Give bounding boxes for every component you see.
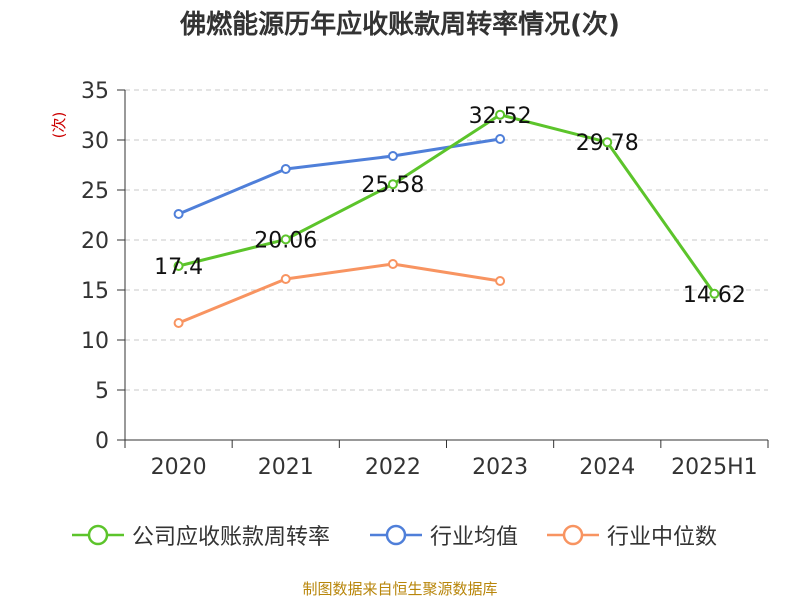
data-label: 25.58 — [361, 173, 424, 198]
data-point — [387, 179, 398, 190]
x-tick-label: 2021 — [258, 455, 314, 480]
legend-label: 公司应收账款周转率 — [132, 525, 331, 550]
y-tick-label: 35 — [81, 79, 109, 104]
y-tick-label: 0 — [95, 429, 109, 454]
legend-line-marker-icon — [370, 524, 422, 546]
x-tick-label: 2022 — [365, 455, 421, 480]
y-tick-label: 30 — [81, 129, 109, 154]
data-point — [173, 209, 184, 219]
x-tick-label: 2024 — [579, 455, 635, 480]
data-point — [173, 261, 184, 271]
data-label: 32.52 — [469, 104, 532, 129]
data-label: 17.4 — [154, 255, 203, 280]
data-point — [387, 151, 398, 161]
y-tick-label: 10 — [81, 329, 109, 354]
y-axis-unit-label: (次) — [50, 112, 68, 139]
y-tick-label: 20 — [81, 229, 109, 254]
data-point — [280, 164, 291, 174]
series-line — [178, 113, 716, 295]
data-point — [495, 134, 506, 144]
chart-title: 佛燃能源历年应收账款周转率情况(次) — [180, 10, 620, 40]
x-tick-label: 2025H1 — [671, 455, 758, 480]
series-line — [178, 137, 501, 216]
data-label: 29.78 — [576, 131, 639, 156]
legend-label: 行业均值 — [430, 525, 519, 550]
x-tick-label: 2023 — [472, 455, 528, 480]
series-line — [178, 262, 501, 325]
data-point — [495, 276, 506, 286]
data-label: 20.06 — [254, 228, 317, 253]
data-point — [709, 288, 720, 299]
data-point — [280, 234, 291, 245]
data-point — [387, 259, 398, 269]
y-tick-label: 5 — [95, 379, 109, 404]
legend-item-industry-mean[interactable]: 行业均值 — [370, 520, 518, 550]
legend-item-company-turnover[interactable]: 公司应收账款周转率 — [72, 520, 330, 550]
grid-layer — [125, 89, 768, 391]
legend-line-marker-icon — [72, 524, 124, 546]
series-layer — [173, 109, 720, 328]
data-point — [495, 109, 506, 120]
legend-label: 行业中位数 — [607, 525, 718, 550]
legend-item-industry-median[interactable]: 行业中位数 — [547, 520, 717, 550]
data-source-note: 制图数据来自恒生聚源数据库 — [302, 580, 498, 598]
axis-layer: 0 5 10 15 20 25 30 35 2020 2021 2022 2023 2024 2025H1 — [81, 79, 769, 480]
x-tick-label: 2020 — [151, 455, 207, 480]
legend-line-marker-icon — [547, 524, 599, 546]
data-label-layer: 17.4 20.06 25.58 32.52 29.78 14.62 — [154, 104, 746, 308]
data-label: 14.62 — [683, 283, 746, 308]
y-tick-label: 15 — [81, 279, 109, 304]
data-point — [280, 274, 291, 284]
y-tick-label: 25 — [81, 179, 109, 204]
data-point — [602, 137, 613, 148]
data-point — [173, 318, 184, 328]
